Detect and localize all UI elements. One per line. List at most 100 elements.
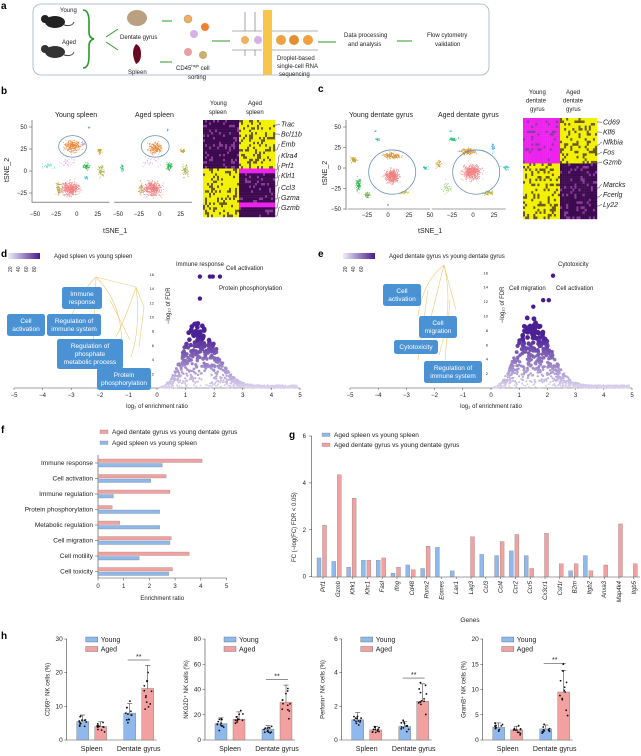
heatmap-cell — [263, 158, 266, 162]
heatmap-cell — [223, 173, 226, 176]
tsne-point — [74, 192, 76, 194]
tsne-point — [383, 153, 384, 155]
tsne1-label: tSNE_1 — [103, 228, 127, 235]
tsne-point — [74, 145, 76, 147]
heatmap-cell — [209, 170, 212, 174]
tsne-point — [151, 193, 153, 195]
tsne-point — [147, 192, 149, 194]
tsne-point — [385, 153, 387, 155]
tsne-point — [160, 148, 161, 150]
heatmap-cell — [219, 173, 222, 176]
heatmap-cell — [247, 153, 250, 157]
heatmap-cell — [239, 187, 242, 191]
heatmap-cell — [235, 190, 238, 193]
heatmap-cell — [219, 168, 222, 172]
tsne-point — [474, 171, 476, 173]
heatmap-cell — [247, 178, 250, 181]
tsne-point — [397, 172, 399, 174]
tsne-point — [139, 188, 141, 190]
tsne-point — [58, 190, 59, 192]
heatmap-cell — [215, 141, 218, 145]
tsne-point — [62, 189, 64, 191]
heatmap-cell — [253, 175, 256, 179]
tsne-point — [157, 184, 159, 186]
tsne-point — [58, 188, 60, 190]
tsne-point — [471, 171, 473, 173]
tsne-point — [78, 191, 80, 193]
heatmap-cell — [225, 151, 228, 155]
tsne-point — [476, 164, 478, 165]
tsne-point — [144, 183, 146, 185]
tsne-point — [154, 150, 156, 152]
tsne-point — [396, 179, 397, 181]
y-tick-label: −50 — [331, 207, 342, 213]
tsne-point — [65, 191, 67, 193]
heatmap-cell — [211, 120, 214, 123]
tsne-point — [151, 192, 153, 194]
heatmap-cell — [237, 161, 240, 164]
heatmap-cell — [249, 120, 252, 123]
tsne-point — [454, 140, 456, 141]
heatmap-cell — [217, 195, 220, 198]
tsne-point — [59, 161, 61, 163]
heatmap-cell — [259, 175, 262, 179]
heatmap-cell — [259, 146, 262, 150]
heatmap-cell — [213, 180, 216, 184]
heatmap-cell — [223, 120, 226, 123]
tsne-point — [99, 153, 101, 155]
heatmap-cell — [245, 139, 248, 143]
tsne-point — [391, 183, 393, 185]
tsne-point — [159, 185, 161, 187]
heatmap-cell — [241, 163, 244, 167]
heatmap-cell — [267, 166, 270, 169]
tsne-point — [151, 158, 152, 160]
tsne-point — [466, 172, 468, 174]
tsne-point — [468, 174, 469, 176]
heatmap-cell — [239, 134, 242, 138]
tsne-point — [65, 189, 67, 191]
tsne-point — [461, 174, 463, 176]
tsne-point — [157, 148, 158, 150]
tsne-point — [71, 158, 72, 160]
tsne-point — [398, 174, 400, 176]
tsne-point — [47, 164, 49, 165]
heatmap-cell — [247, 185, 250, 189]
tsne-point — [58, 191, 59, 193]
tsne-point — [369, 195, 371, 196]
heatmap-cell — [269, 127, 272, 130]
heatmap-cell — [269, 151, 272, 155]
heatmap-cell — [251, 190, 254, 193]
tsne-point — [72, 183, 74, 185]
tsne-point — [391, 179, 393, 181]
tsne-point — [74, 190, 75, 192]
heatmap-cell — [219, 129, 222, 133]
heatmap-cell — [229, 180, 232, 184]
tsne-point — [350, 158, 352, 159]
tsne-point — [469, 178, 471, 180]
tsne-point — [49, 166, 51, 168]
tsne-point — [151, 144, 153, 145]
heatmap-cell — [243, 156, 246, 159]
heatmap-cell — [263, 132, 266, 135]
heatmap-cell — [209, 190, 212, 193]
tsne-point — [435, 167, 437, 169]
tsne-point — [469, 165, 471, 167]
tsne-point — [463, 176, 465, 178]
heatmap-cell — [267, 149, 270, 152]
tsne-point — [100, 149, 102, 151]
x-tick-label: 0 — [386, 213, 390, 219]
tsne-point — [477, 166, 478, 168]
heatmap-cell — [265, 170, 268, 174]
heatmap-cell — [227, 175, 230, 179]
heatmap-cell — [271, 161, 274, 164]
tsne-point — [150, 150, 152, 152]
tsne-point — [468, 171, 469, 173]
tsne-point — [74, 149, 76, 151]
heatmap-cell — [225, 163, 228, 167]
tsne-point — [386, 179, 388, 181]
tsne-point — [77, 183, 79, 185]
tsne-point — [366, 193, 368, 195]
heatmap-cell — [259, 161, 262, 164]
tsne-point — [507, 168, 509, 170]
